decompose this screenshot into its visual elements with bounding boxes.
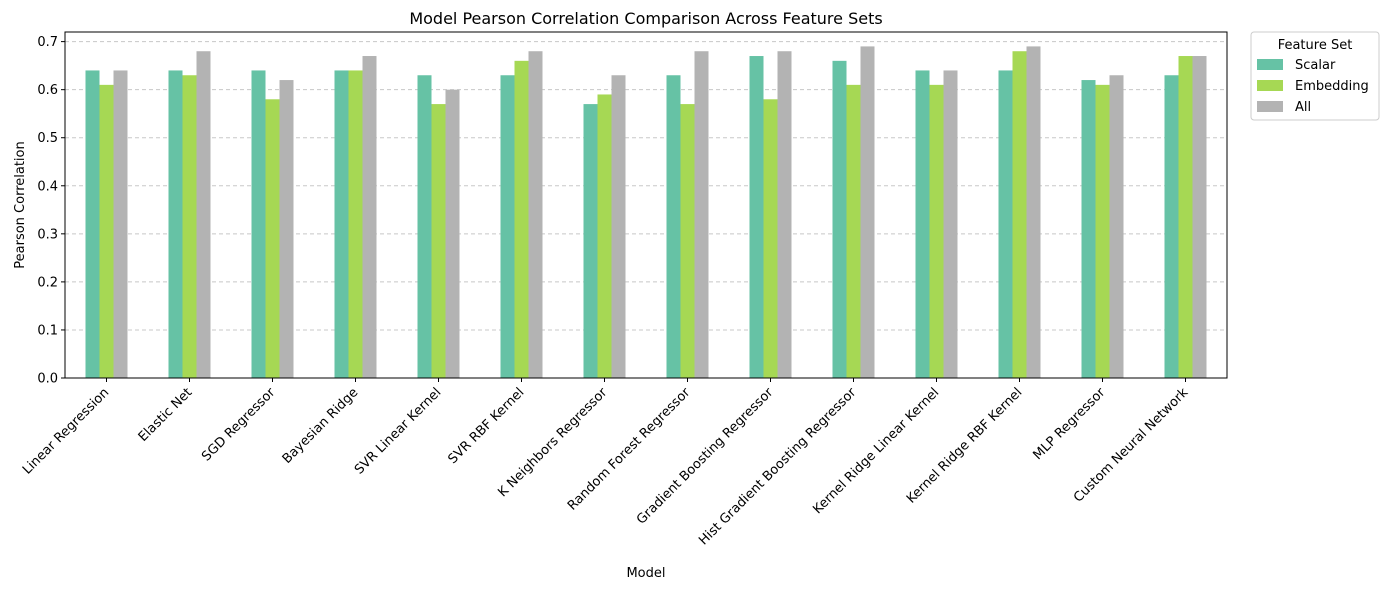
legend-swatch-all bbox=[1257, 101, 1283, 112]
x-tick-label: SVR RBF Kernel bbox=[446, 385, 528, 467]
chart-title: Model Pearson Correlation Comparison Acr… bbox=[409, 9, 882, 28]
bar-all bbox=[611, 75, 626, 378]
bar-embedding bbox=[99, 84, 114, 378]
bar-scalar bbox=[168, 70, 183, 378]
bar-embedding bbox=[1012, 51, 1027, 378]
x-tick-label: Elastic Net bbox=[136, 385, 196, 445]
y-tick-label: 0.0 bbox=[37, 372, 58, 387]
bar-all bbox=[113, 70, 128, 378]
x-tick-label: SVR Linear Kernel bbox=[352, 385, 444, 477]
bar-all bbox=[362, 56, 377, 379]
legend-label-embedding: Embedding bbox=[1295, 79, 1369, 94]
bar-embedding bbox=[680, 104, 695, 378]
bar-scalar bbox=[998, 70, 1013, 378]
bar-all bbox=[777, 51, 792, 378]
bar-embedding bbox=[763, 99, 778, 379]
bar-all bbox=[1026, 46, 1041, 379]
bar-scalar bbox=[1081, 80, 1096, 379]
bar-scalar bbox=[500, 75, 515, 378]
bar-all bbox=[694, 51, 709, 378]
x-tick-label: SGD Regressor bbox=[199, 385, 279, 465]
bar-embedding bbox=[265, 99, 280, 379]
x-axis-label: Model bbox=[626, 566, 665, 581]
plot-area-frame bbox=[64, 31, 1228, 379]
bar-scalar bbox=[666, 75, 681, 378]
bar-embedding bbox=[431, 104, 446, 378]
bar-embedding bbox=[597, 94, 612, 378]
grid-lines bbox=[65, 41, 1227, 379]
bar-embedding bbox=[929, 84, 944, 378]
bar-all bbox=[196, 51, 211, 378]
bar-embedding bbox=[1095, 84, 1110, 378]
y-tick-label: 0.1 bbox=[37, 323, 58, 338]
bar-scalar bbox=[749, 56, 764, 379]
legend-swatch-scalar bbox=[1257, 59, 1283, 70]
x-tick-label: Gradient Boosting Regressor bbox=[634, 385, 777, 528]
legend-label-scalar: Scalar bbox=[1295, 58, 1336, 73]
x-tick-label: Linear Regression bbox=[20, 385, 112, 477]
x-axis-ticks: Linear Regression Elastic Net SGD Regresso… bbox=[20, 378, 1192, 548]
bars bbox=[85, 46, 1207, 379]
y-axis-label: Pearson Correlation bbox=[13, 141, 28, 268]
bar-scalar bbox=[583, 104, 598, 378]
bar-all bbox=[1109, 75, 1124, 378]
bar-scalar bbox=[334, 70, 349, 378]
bar-all bbox=[860, 46, 875, 379]
bar-embedding bbox=[348, 70, 363, 378]
legend-label-all: All bbox=[1295, 100, 1311, 115]
bar-scalar bbox=[85, 70, 100, 378]
bar-all bbox=[1192, 56, 1207, 379]
y-tick-label: 0.3 bbox=[37, 227, 58, 242]
y-tick-label: 0.5 bbox=[37, 131, 58, 146]
legend: Feature Set Scalar Embedding All bbox=[1250, 31, 1380, 121]
bar-scalar bbox=[417, 75, 432, 378]
bar-embedding bbox=[182, 75, 197, 378]
bar-scalar bbox=[251, 70, 266, 378]
bar-scalar bbox=[915, 70, 930, 378]
y-tick-label: 0.2 bbox=[37, 275, 58, 290]
legend-title: Feature Set bbox=[1278, 38, 1353, 53]
bar-all bbox=[943, 70, 958, 378]
y-axis-ticks: 0.0 0.1 0.2 0.3 0.4 0.5 0.6 0.7 bbox=[37, 35, 65, 387]
bar-embedding bbox=[514, 60, 529, 378]
bar-scalar bbox=[1164, 75, 1179, 378]
bar-scalar bbox=[832, 60, 847, 378]
legend-box bbox=[1250, 31, 1380, 121]
bar-all bbox=[445, 89, 460, 379]
x-tick-label: Bayesian Ridge bbox=[280, 385, 362, 467]
y-tick-label: 0.6 bbox=[37, 83, 58, 98]
y-tick-label: 0.7 bbox=[37, 35, 58, 50]
bar-embedding bbox=[846, 84, 861, 378]
x-tick-label: MLP Regressor bbox=[1031, 385, 1109, 463]
bar-embedding bbox=[1178, 56, 1193, 379]
bar-all bbox=[279, 80, 294, 379]
y-tick-label: 0.4 bbox=[37, 179, 58, 194]
bar-all bbox=[528, 51, 543, 378]
x-tick-label: Hist Gradient Boosting Regressor bbox=[696, 385, 860, 549]
legend-swatch-embedding bbox=[1257, 80, 1283, 91]
